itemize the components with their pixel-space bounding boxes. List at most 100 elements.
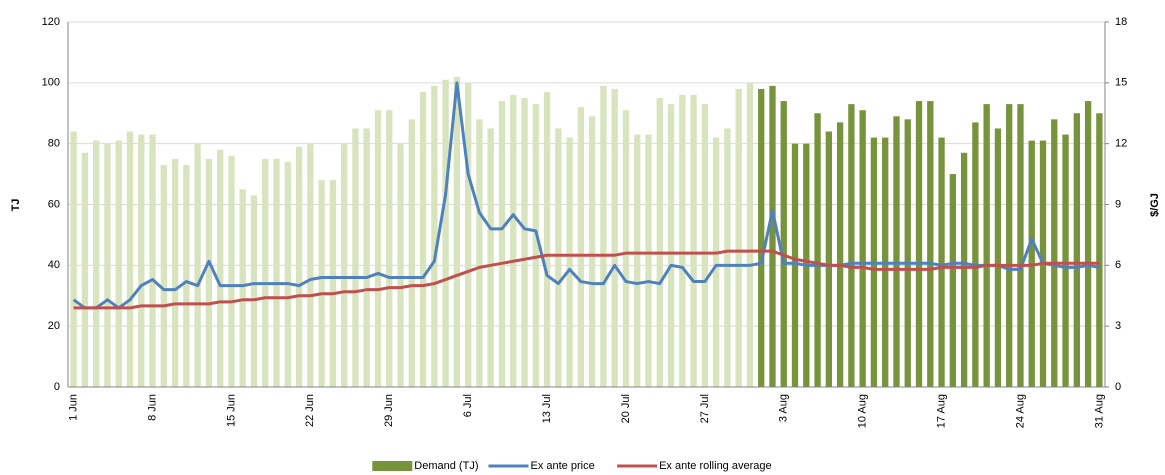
bar <box>239 189 246 387</box>
x-tick-label: 22 Jun <box>304 394 316 427</box>
bar <box>724 128 731 388</box>
x-tick-label: 17 Aug <box>935 394 947 428</box>
bar <box>859 110 866 387</box>
x-tick-label: 13 Jul <box>541 394 553 423</box>
bar <box>532 104 539 387</box>
y-tick-label: 120 <box>42 16 60 28</box>
bar <box>93 140 100 387</box>
bar <box>464 82 472 387</box>
bar <box>262 158 269 387</box>
bar <box>498 101 506 387</box>
bar <box>374 110 382 387</box>
bar <box>228 155 235 387</box>
bar <box>205 158 213 387</box>
y2-axis-title: $/GJ <box>1149 193 1161 217</box>
x-tick-label: 27 Jul <box>699 394 711 423</box>
bar <box>408 119 415 387</box>
bar <box>1073 113 1080 387</box>
bar <box>994 128 1002 388</box>
y-tick-label: 100 <box>42 77 60 89</box>
bar <box>588 116 596 388</box>
bar <box>104 143 111 387</box>
bar <box>938 137 945 387</box>
y2-tick-label: 0 <box>1115 381 1121 393</box>
bar <box>126 131 134 387</box>
bar <box>419 91 427 387</box>
bar <box>656 98 663 388</box>
bar <box>983 104 990 387</box>
bar <box>667 104 675 387</box>
y2-tick-label: 6 <box>1115 259 1121 271</box>
bar <box>780 101 787 387</box>
bar <box>307 143 314 387</box>
bar <box>352 128 359 388</box>
y-tick-label: 80 <box>48 138 60 150</box>
bar <box>217 149 224 387</box>
bar <box>341 143 348 387</box>
bar <box>712 137 720 387</box>
bar <box>453 76 461 387</box>
bar <box>1017 104 1024 387</box>
bar <box>1051 119 1058 387</box>
bar <box>791 143 799 387</box>
bar <box>149 134 156 387</box>
bar <box>746 82 754 387</box>
bar <box>273 158 280 387</box>
bar <box>115 140 122 387</box>
bar <box>1006 104 1013 387</box>
x-tick-label: 1 Jun <box>68 394 80 421</box>
bar <box>386 110 393 387</box>
bar <box>634 134 641 387</box>
bar <box>972 122 979 387</box>
bar <box>825 131 832 387</box>
bar <box>183 164 190 387</box>
bar <box>949 174 956 387</box>
bar <box>701 104 709 387</box>
bar <box>904 119 911 387</box>
x-tick-label: 8 Jun <box>146 394 158 421</box>
y-tick-label: 40 <box>48 259 60 271</box>
bar <box>836 122 844 387</box>
bar <box>81 152 89 387</box>
bar <box>363 128 370 388</box>
bar <box>1062 134 1069 387</box>
bar <box>329 180 337 387</box>
bar <box>915 101 923 387</box>
bar <box>814 113 821 387</box>
bar <box>577 107 585 388</box>
bar <box>442 79 449 388</box>
bar <box>284 161 291 387</box>
bar <box>70 131 77 387</box>
x-tick-label: 3 Aug <box>778 394 790 422</box>
y-axis-title: TJ <box>10 199 22 212</box>
legend-swatch <box>372 461 413 471</box>
x-tick-label: 24 Aug <box>1014 394 1026 428</box>
bar <box>487 128 494 388</box>
bar <box>318 180 325 387</box>
x-tick-label: 6 Jul <box>462 394 474 417</box>
x-tick-label: 15 Jun <box>225 394 237 427</box>
y2-tick-label: 12 <box>1115 138 1127 150</box>
x-tick-label: 29 Jun <box>383 394 395 427</box>
bar <box>171 158 179 387</box>
bar <box>690 95 697 387</box>
y-tick-label: 0 <box>54 381 60 393</box>
line <box>73 249 1100 310</box>
bar <box>295 146 303 387</box>
bar <box>543 91 551 387</box>
bar <box>611 88 618 388</box>
bar <box>893 116 900 388</box>
y2-tick-label: 15 <box>1115 77 1127 89</box>
bar <box>476 119 483 387</box>
bar <box>431 85 438 387</box>
x-tick-label: 20 Jul <box>620 394 632 423</box>
bar <box>566 137 573 387</box>
bar <box>194 143 201 387</box>
bar <box>927 101 934 387</box>
bar <box>960 152 968 387</box>
x-tick-label: 31 Aug <box>1093 394 1105 428</box>
bar <box>769 85 776 387</box>
bar <box>679 95 686 387</box>
legend-label: Ex ante price <box>531 460 595 472</box>
